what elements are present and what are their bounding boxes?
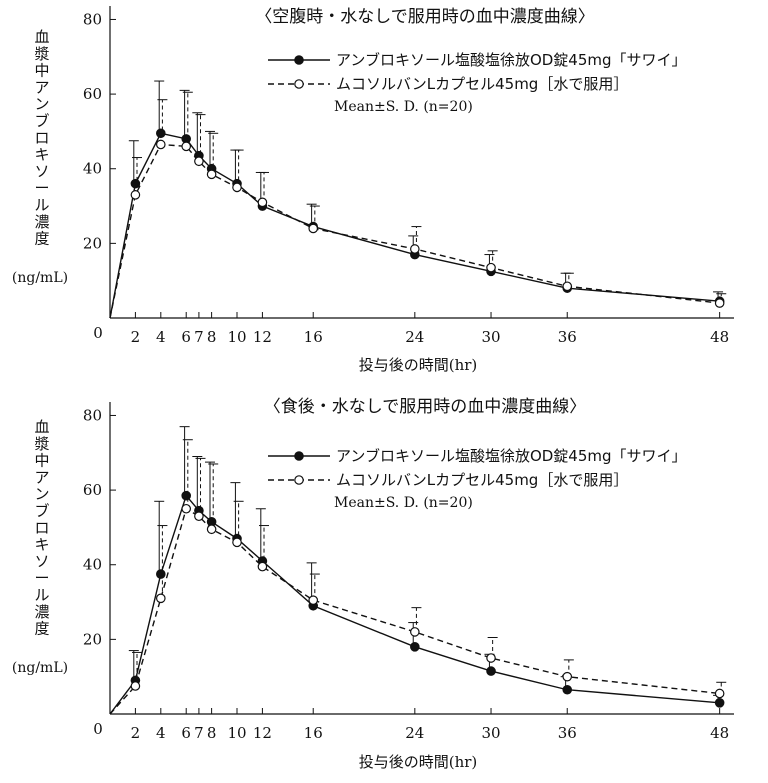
data-point <box>410 244 420 254</box>
data-point <box>194 511 204 522</box>
origin-label: 0 <box>93 720 103 738</box>
origin-label: 0 <box>93 324 103 342</box>
data-point <box>156 593 166 604</box>
data-point <box>562 671 573 682</box>
data-point <box>206 169 217 180</box>
x-tick-label: 48 <box>710 328 729 346</box>
series-line <box>109 143 720 319</box>
legend: アンブロキソール塩酸塩徐放OD錠45mg「サワイ」ムコソルバンLカプセル45mg… <box>268 447 687 511</box>
x-tick-label: 7 <box>194 724 204 742</box>
chart-title: 〈食後・水なしで服用時の血中濃度曲線〉 <box>264 397 587 417</box>
data-point <box>486 666 496 676</box>
data-point <box>257 561 268 572</box>
y-tick-label: 40 <box>83 160 102 178</box>
data-point <box>486 653 496 663</box>
data-point <box>232 182 242 193</box>
legend-marker <box>294 55 304 65</box>
data-point <box>232 537 242 548</box>
legend-label: アンブロキソール塩酸塩徐放OD錠45mg「サワイ」 <box>336 447 687 465</box>
x-tick-label: 2 <box>131 328 141 346</box>
legend-marker <box>294 475 304 485</box>
legend-label: アンブロキソール塩酸塩徐放OD錠45mg「サワイ」 <box>336 51 687 69</box>
data-point <box>181 490 192 501</box>
data-point <box>194 156 204 167</box>
y-tick-label: 60 <box>83 85 102 103</box>
chart-title: 〈空腹時・水なしで服用時の血中濃度曲線〉 <box>255 7 595 27</box>
data-point <box>156 569 166 579</box>
data-point <box>156 139 166 150</box>
y-tick-label: 80 <box>83 406 102 424</box>
data-point <box>181 141 192 152</box>
y-tick-label: 20 <box>83 630 102 648</box>
x-tick-label: 7 <box>194 328 204 346</box>
series-line <box>109 494 720 715</box>
data-point <box>308 595 319 605</box>
series-line <box>109 507 720 715</box>
x-tick-label: 12 <box>253 328 272 346</box>
y-axis-unit: (ng/mL) <box>12 660 68 676</box>
x-tick-label: 6 <box>181 328 191 346</box>
x-tick-label: 10 <box>227 724 246 742</box>
x-tick-label: 2 <box>131 724 141 742</box>
x-tick-label: 48 <box>710 724 729 742</box>
data-point <box>206 524 217 535</box>
data-point <box>714 298 725 308</box>
legend-marker <box>294 451 304 461</box>
legend: アンブロキソール塩酸塩徐放OD錠45mg「サワイ」ムコソルバンLカプセル45mg… <box>268 51 687 115</box>
data-point <box>714 688 725 699</box>
x-tick-label: 36 <box>558 724 577 742</box>
x-axis-label: 投与後の時間(hr) <box>359 753 478 771</box>
data-point <box>486 262 496 273</box>
data-point <box>410 627 420 637</box>
data-point <box>130 178 141 189</box>
data-point <box>181 503 192 514</box>
data-point <box>156 128 166 139</box>
legend-label: ムコソルバンLカプセル45mg［水で服用］ <box>336 75 628 93</box>
legend-marker <box>294 79 304 89</box>
x-tick-label: 24 <box>405 724 424 742</box>
series-2 <box>109 439 727 715</box>
series-1 <box>109 426 725 715</box>
data-point <box>308 223 319 234</box>
x-tick-label: 24 <box>405 328 424 346</box>
y-tick-label: 20 <box>83 234 102 252</box>
data-point <box>562 684 573 695</box>
data-point <box>410 642 420 652</box>
y-tick-label: 80 <box>83 10 102 28</box>
y-tick-label: 60 <box>83 481 102 499</box>
x-tick-label: 4 <box>156 328 166 346</box>
x-tick-label: 4 <box>156 724 166 742</box>
data-point <box>562 281 573 292</box>
legend-note: Mean±S. D. (n=20) <box>334 495 473 511</box>
legend-note: Mean±S. D. (n=20) <box>334 99 473 115</box>
y-axis-unit: (ng/mL) <box>12 270 68 286</box>
x-tick-label: 30 <box>481 724 500 742</box>
data-point <box>130 681 141 691</box>
legend-label: ムコソルバンLカプセル45mg［水で服用］ <box>336 471 628 489</box>
x-tick-label: 12 <box>253 724 272 742</box>
data-point <box>714 698 725 708</box>
x-axis-label: 投与後の時間(hr) <box>359 356 478 374</box>
y-tick-label: 40 <box>83 556 102 574</box>
data-point <box>257 197 268 208</box>
x-tick-label: 10 <box>227 328 246 346</box>
x-tick-label: 16 <box>304 328 323 346</box>
y-axis-label: 血漿中アンブロキソール濃度 <box>34 28 49 248</box>
x-tick-label: 30 <box>481 328 500 346</box>
series-2 <box>109 91 727 319</box>
series-1 <box>109 80 725 319</box>
x-tick-label: 36 <box>558 328 577 346</box>
x-tick-label: 16 <box>304 724 323 742</box>
y-axis-label: 血漿中アンブロキソール濃度 <box>34 418 49 638</box>
x-tick-label: 8 <box>207 724 217 742</box>
x-tick-label: 8 <box>207 328 217 346</box>
data-point <box>130 190 141 200</box>
x-tick-label: 6 <box>181 724 191 742</box>
